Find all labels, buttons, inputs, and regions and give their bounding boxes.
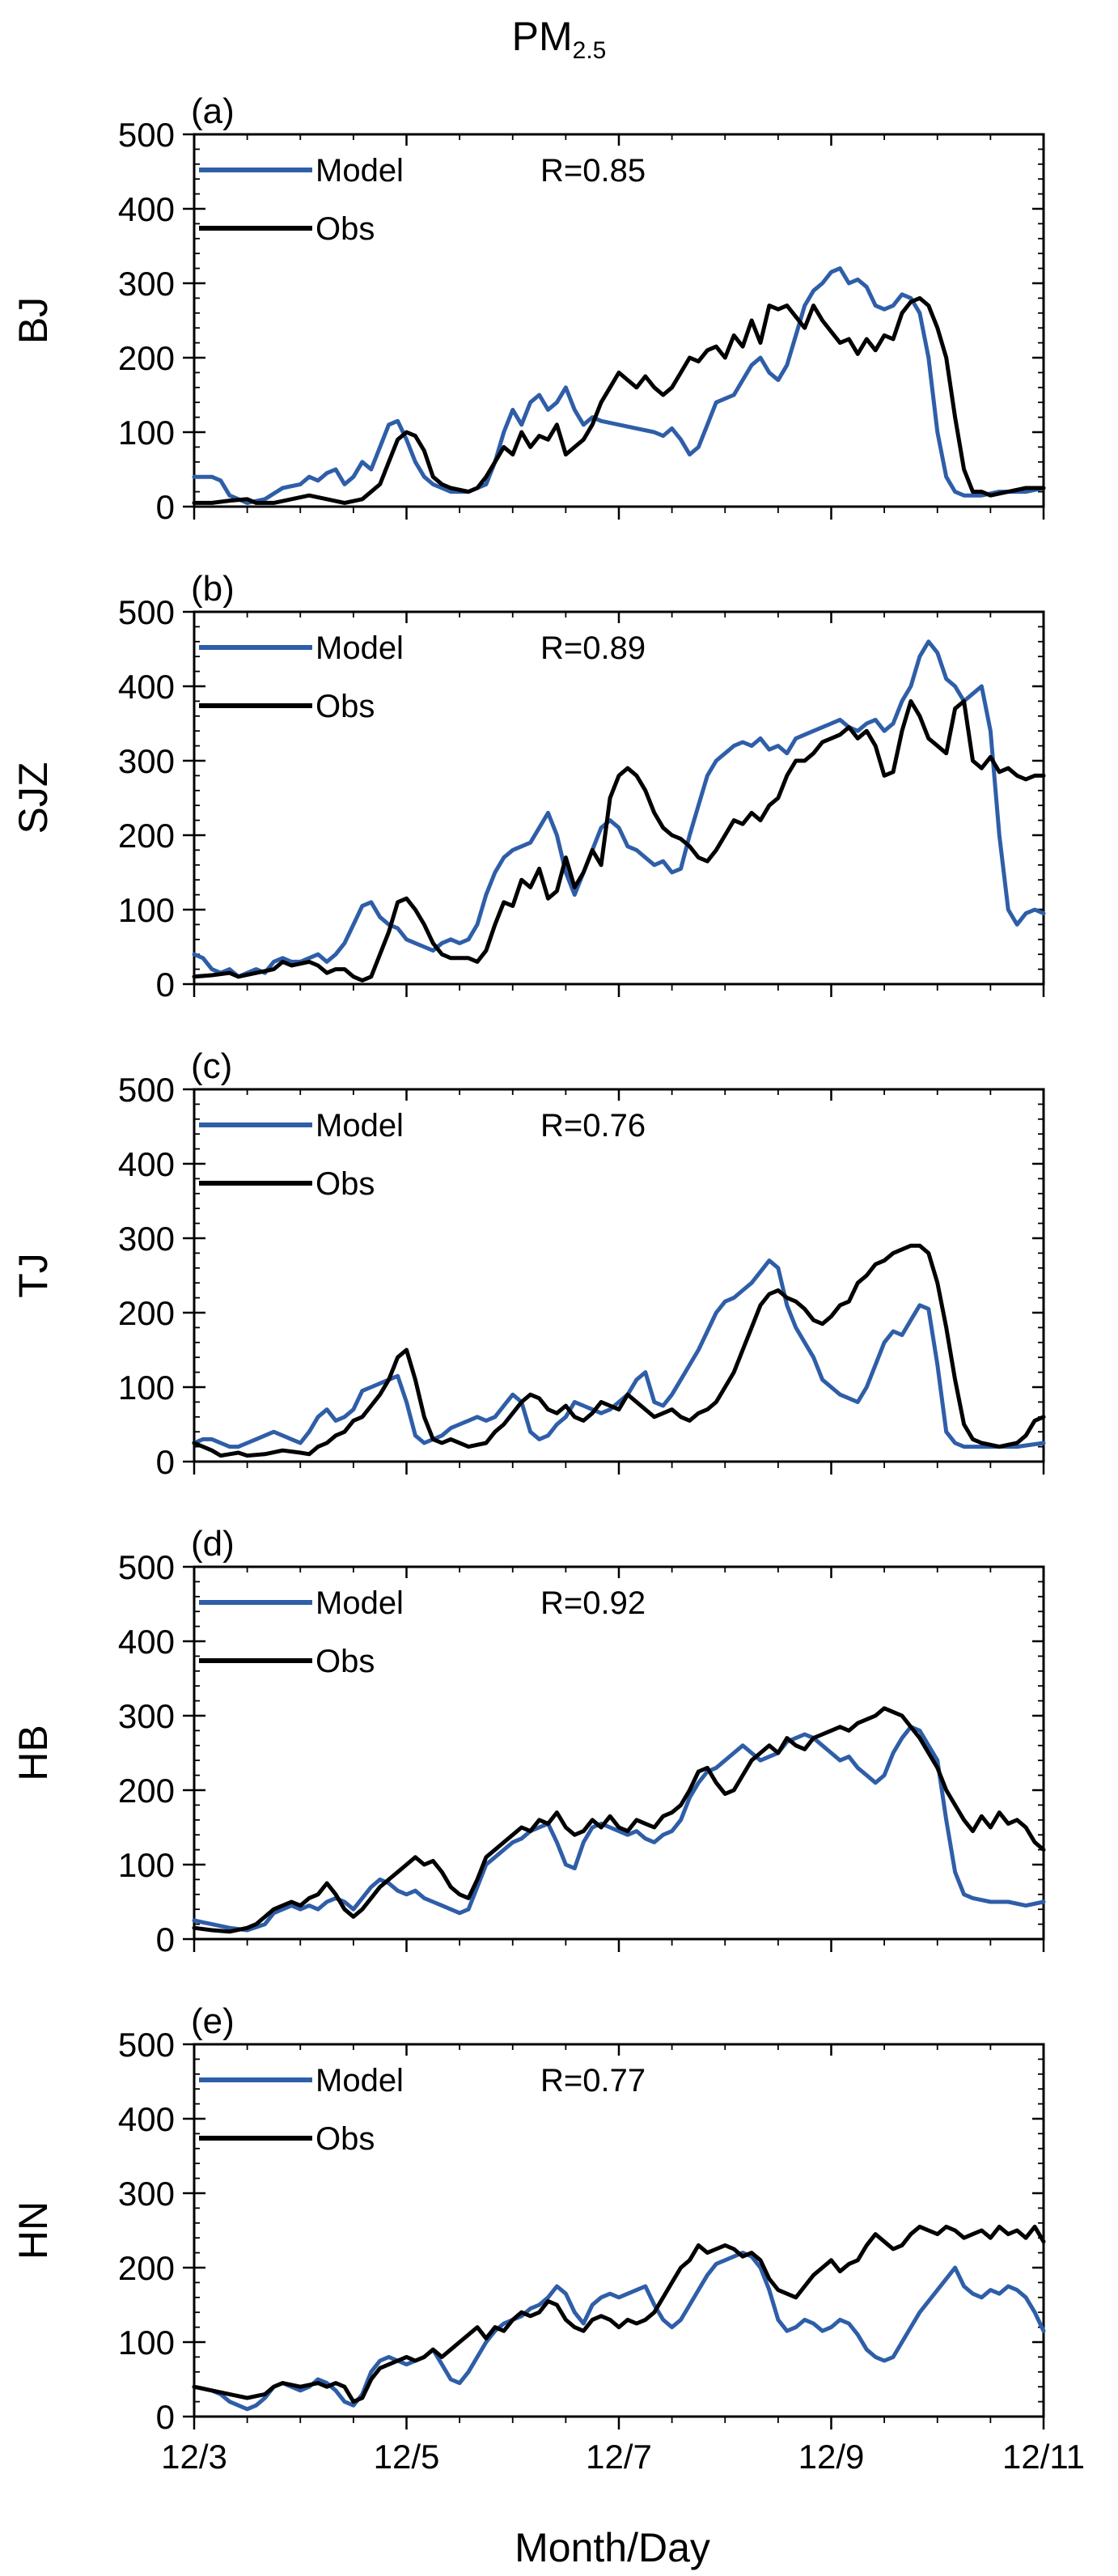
series-line-obs xyxy=(192,2224,1046,2404)
y-tick-label: 0 xyxy=(156,1920,175,1959)
y-tick-label: 400 xyxy=(118,668,175,706)
y-tick-label: 100 xyxy=(118,1369,175,1407)
correlation-annotation: R=0.85 xyxy=(540,153,646,189)
y-tick-label: 500 xyxy=(118,1548,175,1586)
y-tick-label: 500 xyxy=(118,2026,175,2064)
panel-label: (d) xyxy=(191,1524,235,1564)
y-tick-label: 400 xyxy=(118,2100,175,2138)
panel-label: (b) xyxy=(191,569,235,609)
correlation-annotation: R=0.89 xyxy=(540,630,646,666)
legend-label-model: Model xyxy=(315,153,404,189)
panel-label: (c) xyxy=(191,1046,232,1086)
panel-bj: 0 100 200 300 400 500 (a) BJ Model Obs R=0.85 xyxy=(11,91,1046,526)
series-line-obs xyxy=(192,295,1046,505)
figure-title-subscript: 2.5 xyxy=(573,37,607,64)
y-tick-label: 0 xyxy=(156,965,175,1004)
y-axis-label: HN xyxy=(11,2201,56,2260)
panel-label: (a) xyxy=(191,91,235,131)
y-tick-label: 300 xyxy=(118,742,175,780)
y-tick-label: 500 xyxy=(118,116,175,154)
y-tick-label: 0 xyxy=(156,488,175,526)
legend-label-model: Model xyxy=(315,630,404,666)
figure-title: PM2.5 xyxy=(512,14,607,64)
panel-label: (e) xyxy=(191,2001,235,2041)
figure-title-main: PM xyxy=(512,14,573,59)
legend-label-obs: Obs xyxy=(315,1166,375,1202)
series-line-obs xyxy=(192,1706,1046,1934)
correlation-annotation: R=0.92 xyxy=(540,1585,646,1621)
x-tick-label: 12/7 xyxy=(586,2438,652,2476)
y-axis-label: BJ xyxy=(11,297,56,344)
y-tick-label: 100 xyxy=(118,2323,175,2362)
y-tick-label: 400 xyxy=(118,1145,175,1183)
y-tick-label: 200 xyxy=(118,339,175,377)
panel-hn: 0 100 200 300 400 500 12/3 12/5 12/7 12/9 12/11 (e)… xyxy=(11,2001,1085,2476)
legend-label-model: Model xyxy=(315,1585,404,1621)
x-axis-label: Month/Day xyxy=(515,2525,710,2570)
panels: 0 100 200 300 400 500 (a) BJ Model Obs R=0.85 0 100 2… xyxy=(11,91,1085,2476)
series-line-model xyxy=(192,639,1046,979)
x-tick-label: 12/3 xyxy=(161,2438,227,2476)
panel-sjz: 0 100 200 300 400 500 (b) SJZ Model Obs R=0.89 xyxy=(11,569,1046,1004)
legend-label-obs: Obs xyxy=(315,2121,375,2157)
series-line-model xyxy=(192,2251,1046,2412)
panel-hb: 0 100 200 300 400 500 (d) HB Model Obs R=0.92 xyxy=(11,1524,1046,1959)
y-tick-label: 400 xyxy=(118,1623,175,1661)
y-tick-label: 0 xyxy=(156,2398,175,2436)
y-tick-label: 500 xyxy=(118,1071,175,1109)
y-tick-label: 300 xyxy=(118,1220,175,1258)
y-tick-label: 500 xyxy=(118,593,175,631)
y-tick-label: 200 xyxy=(118,1772,175,1810)
y-tick-label: 300 xyxy=(118,265,175,303)
legend-label-obs: Obs xyxy=(315,211,375,247)
y-tick-label: 400 xyxy=(118,190,175,228)
y-tick-label: 0 xyxy=(156,1443,175,1481)
y-tick-label: 200 xyxy=(118,1294,175,1332)
series-line-model xyxy=(192,1725,1046,1933)
legend-label-model: Model xyxy=(315,2063,404,2099)
x-tick-label: 12/9 xyxy=(798,2438,865,2476)
y-tick-label: 300 xyxy=(118,1697,175,1735)
series-line-obs xyxy=(192,1243,1046,1458)
series-line-model xyxy=(192,1258,1046,1449)
y-tick-label: 300 xyxy=(118,2175,175,2213)
y-axis-label: SJZ xyxy=(11,762,56,834)
plot-frame xyxy=(193,1565,1045,1941)
legend-label-obs: Obs xyxy=(315,1644,375,1679)
y-tick-label: 200 xyxy=(118,817,175,855)
x-tick-label: 12/11 xyxy=(1002,2438,1085,2476)
correlation-annotation: R=0.76 xyxy=(540,1108,646,1144)
legend-label-obs: Obs xyxy=(315,689,375,724)
legend-label-model: Model xyxy=(315,1108,404,1144)
y-axis-label: HB xyxy=(11,1725,56,1780)
y-tick-label: 200 xyxy=(118,2249,175,2287)
y-tick-label: 100 xyxy=(118,414,175,452)
correlation-annotation: R=0.77 xyxy=(540,2063,646,2099)
y-axis-label: TJ xyxy=(11,1253,56,1298)
panel-tj: 0 100 200 300 400 500 (c) TJ Model Obs R=0.76 xyxy=(11,1046,1046,1481)
series-line-model xyxy=(192,266,1046,505)
series-line-obs xyxy=(192,698,1046,982)
y-tick-label: 100 xyxy=(118,1846,175,1884)
y-tick-label: 100 xyxy=(118,891,175,929)
x-tick-label: 12/5 xyxy=(374,2438,440,2476)
plot-frame xyxy=(193,133,1045,508)
